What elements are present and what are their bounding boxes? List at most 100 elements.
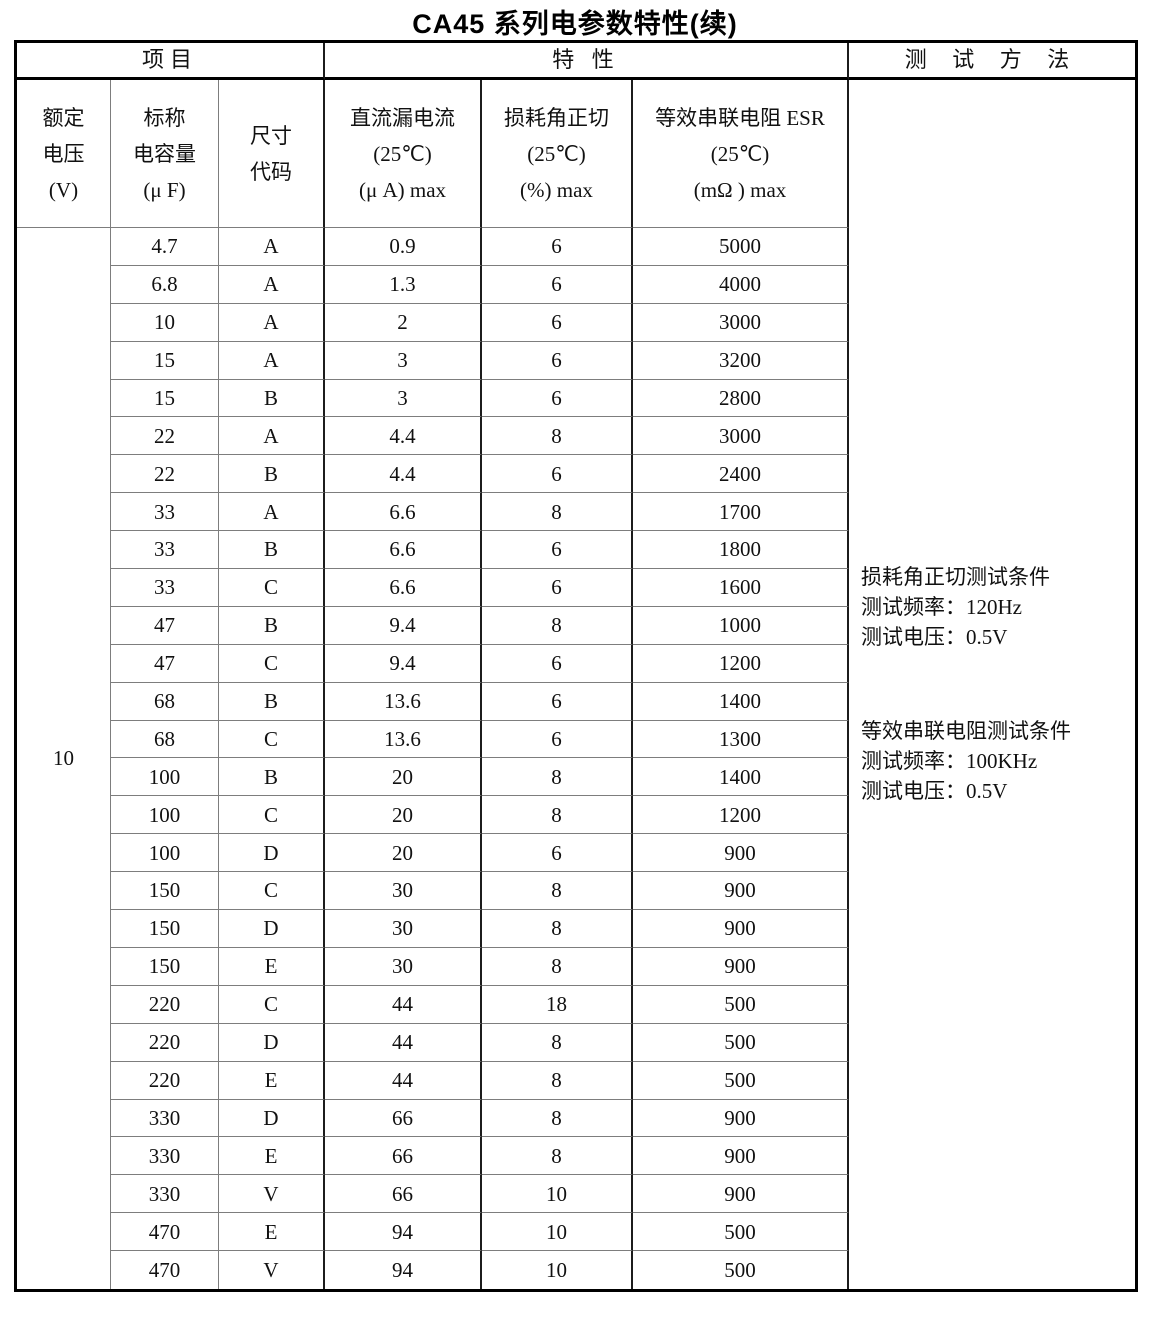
table-cell: D: [219, 910, 325, 948]
header-line: 电压: [42, 141, 85, 166]
table-cell: C: [219, 985, 325, 1024]
table-cell: 6.6: [325, 531, 482, 570]
table-cell: 900: [633, 872, 849, 911]
table-cell: C: [219, 872, 325, 911]
header-group-items: 项目: [17, 43, 325, 80]
table-cell: 900: [633, 1099, 849, 1138]
table-cell: 6.8: [111, 265, 219, 304]
table-cell: 22: [111, 417, 219, 456]
test-voltage: 测试电压：0.5V: [861, 779, 1008, 804]
table-cell: 6: [482, 265, 633, 304]
table-cell: 6: [482, 644, 633, 683]
table-cell: 8: [482, 1137, 633, 1176]
table-cell: 150: [111, 947, 219, 986]
header-group-test-method: 测 试 方 法: [849, 43, 1135, 80]
table-cell: 1200: [633, 796, 849, 835]
table-cell: 1600: [633, 569, 849, 607]
table-cell: 10: [482, 1251, 633, 1289]
table-cell: 68: [111, 720, 219, 759]
table-cell: 3000: [633, 417, 849, 456]
table-cell: B: [219, 758, 325, 797]
header-line: 尺寸: [250, 123, 292, 148]
header-line: (μ A) max: [358, 177, 447, 202]
table-cell: 22: [111, 455, 219, 494]
table-cell: 68: [111, 682, 219, 721]
table-cell: 94: [325, 1251, 482, 1289]
table-cell: 4.4: [325, 455, 482, 494]
header-rated-voltage: 额定 电压 (V): [17, 80, 111, 228]
table-cell: 8: [482, 1061, 633, 1100]
table-cell: 500: [633, 1213, 849, 1252]
table-cell: C: [219, 644, 325, 683]
table-cell: 4.4: [325, 417, 482, 456]
table-cell: 6: [482, 455, 633, 494]
table-cell: E: [219, 1137, 325, 1176]
table-cell: 100: [111, 758, 219, 797]
table-cell: 330: [111, 1137, 219, 1176]
table-cell: 8: [482, 910, 633, 948]
table-cell: 47: [111, 644, 219, 683]
table-cell: 33: [111, 569, 219, 607]
table-cell: 500: [633, 1023, 849, 1062]
table-cell: 44: [325, 1023, 482, 1062]
table-cell: 9.4: [325, 606, 482, 645]
table-cell: 13.6: [325, 720, 482, 759]
table-cell: 3200: [633, 341, 849, 380]
table-cell: 100: [111, 796, 219, 835]
table-cell: B: [219, 606, 325, 645]
table-cell: E: [219, 947, 325, 986]
header-line: 等效串联电阻 ESR: [655, 105, 825, 130]
rated-voltage-cell: 10: [17, 228, 111, 1289]
table-cell: 1000: [633, 606, 849, 645]
table-cell: D: [219, 834, 325, 873]
table-cell: A: [219, 303, 325, 342]
table-cell: 33: [111, 493, 219, 532]
table-cell: 150: [111, 872, 219, 911]
table-cell: D: [219, 1099, 325, 1138]
table-cell: A: [219, 341, 325, 380]
header-line: 标称: [143, 105, 186, 130]
table-cell: 6: [482, 569, 633, 607]
table-cell: 8: [482, 493, 633, 532]
table-cell: 6: [482, 531, 633, 570]
test-frequency: 测试频率：100KHz: [861, 749, 1038, 774]
test-frequency: 测试频率：120Hz: [861, 595, 1022, 620]
table-cell: 1.3: [325, 265, 482, 304]
table-cell: 66: [325, 1137, 482, 1176]
table-cell: 13.6: [325, 682, 482, 721]
table-cell: 30: [325, 872, 482, 911]
table-cell: 220: [111, 1023, 219, 1062]
table-cell: 220: [111, 985, 219, 1024]
table-cell: E: [219, 1213, 325, 1252]
table-cell: V: [219, 1251, 325, 1289]
table-cell: 2: [325, 303, 482, 342]
header-line: (25℃): [527, 141, 586, 166]
parameter-table: 项目 特 性 测 试 方 法 额定 电压 (V) 标称 电容量 (μ F) 尺寸…: [14, 40, 1138, 1292]
header-line: (25℃): [710, 141, 770, 166]
table-cell: 8: [482, 417, 633, 456]
header-leakage-current: 直流漏电流 (25℃) (μ A) max: [325, 80, 482, 228]
table-cell: 500: [633, 1251, 849, 1289]
test-voltage: 测试电压：0.5V: [861, 625, 1008, 650]
header-line: (25℃): [373, 141, 432, 166]
esr-test-conditions: 等效串联电阻测试条件 测试频率：100KHz 测试电压：0.5V: [861, 716, 1071, 806]
table-grid: 项目 特 性 测 试 方 法 额定 电压 (V) 标称 电容量 (μ F) 尺寸…: [17, 43, 1135, 1289]
table-cell: 1400: [633, 758, 849, 797]
table-cell: 1300: [633, 720, 849, 759]
table-cell: 9.4: [325, 644, 482, 683]
table-cell: 20: [325, 834, 482, 873]
table-cell: 8: [482, 872, 633, 911]
table-cell: 330: [111, 1099, 219, 1138]
table-cell: 900: [633, 834, 849, 873]
table-cell: 47: [111, 606, 219, 645]
table-cell: 8: [482, 758, 633, 797]
table-cell: 1400: [633, 682, 849, 721]
table-cell: 470: [111, 1213, 219, 1252]
table-cell: 2800: [633, 379, 849, 418]
table-cell: 44: [325, 985, 482, 1024]
table-cell: 4.7: [111, 228, 219, 266]
table-cell: A: [219, 417, 325, 456]
table-cell: 20: [325, 796, 482, 835]
table-cell: 900: [633, 1175, 849, 1214]
table-cell: B: [219, 379, 325, 418]
